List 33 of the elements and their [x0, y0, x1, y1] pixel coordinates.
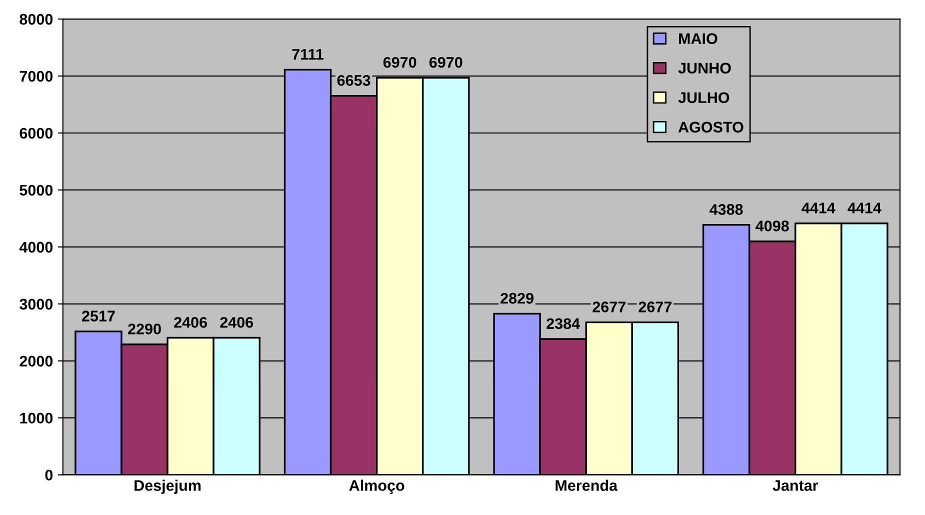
- y-tick-label: 7000: [20, 70, 53, 82]
- x-tick-label: Merenda: [556, 480, 618, 491]
- data-label: 6653: [337, 75, 370, 86]
- x-tick-label: Jantar: [772, 480, 818, 491]
- legend-label: AGOSTO: [678, 122, 744, 133]
- y-tick-label: 0: [45, 470, 53, 481]
- data-label: 2406: [174, 316, 208, 328]
- data-label: 2290: [128, 324, 161, 334]
- y-tick-label: 4000: [19, 242, 53, 253]
- data-label: 2517: [82, 310, 115, 322]
- y-tick-label: 5000: [20, 184, 53, 196]
- data-label: 7111: [292, 49, 324, 60]
- data-label: 4414: [802, 202, 836, 214]
- data-label: 2384: [546, 318, 580, 330]
- data-label: 2677: [592, 302, 626, 312]
- x-tick-label: Almoço: [349, 480, 404, 494]
- data-label: 2829: [500, 292, 534, 304]
- y-tick-label: 2000: [20, 356, 53, 367]
- data-label: 2677: [638, 302, 672, 312]
- y-tick-label: 6000: [20, 128, 53, 139]
- data-label: 6970: [383, 56, 416, 68]
- data-label: 2406: [220, 316, 254, 328]
- y-tick-label: 3000: [20, 298, 53, 310]
- x-tick-label: Desjejum: [134, 480, 201, 494]
- y-tick-label: 1000: [20, 412, 53, 424]
- data-label: 6970: [429, 56, 462, 68]
- legend-label: MAIO: [679, 33, 718, 44]
- legend-label: JUNHO: [678, 62, 731, 74]
- data-label: 4414: [848, 202, 882, 214]
- data-label: 4098: [756, 220, 789, 232]
- data-label: 4388: [710, 204, 743, 215]
- legend-label: JULHO: [678, 92, 730, 104]
- y-tick-label: 8000: [20, 14, 53, 25]
